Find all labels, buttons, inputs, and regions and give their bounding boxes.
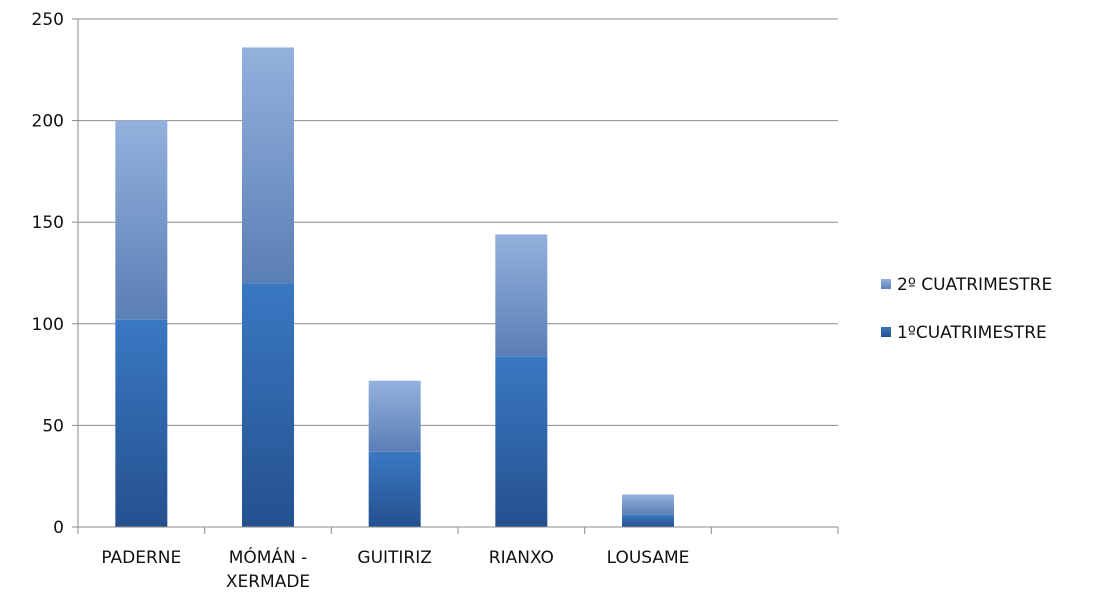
x-category-label: MÓMÁN - (229, 546, 308, 568)
bar-segment (622, 514, 674, 527)
bar-segment (495, 356, 548, 527)
x-tick-labels: PADERNE MÓMÁN - XERMADE GUITIRIZ RIANXO LOUSA… (101, 546, 689, 592)
bar-segment (242, 283, 294, 527)
y-tick-label: 0 (53, 518, 64, 538)
y-tick-label: 150 (32, 213, 64, 233)
y-tick-labels: 0 50 100 150 200 250 (32, 10, 64, 538)
legend-swatch (881, 327, 891, 337)
y-tick-label: 100 (32, 315, 64, 335)
bar-segment (115, 120, 168, 320)
bar-segment (495, 234, 548, 357)
legend-swatch (881, 279, 891, 289)
x-category-label: PADERNE (101, 548, 181, 568)
axes (72, 18, 839, 534)
x-category-label: LOUSAME (607, 548, 690, 568)
y-tick-label: 250 (32, 10, 64, 30)
legend: 2º CUATRIMESTRE 1ºCUATRIMESTRE (881, 275, 1052, 343)
legend-label: 2º CUATRIMESTRE (897, 275, 1052, 295)
bar-segment (368, 380, 421, 452)
legend-label: 1ºCUATRIMESTRE (897, 323, 1047, 343)
x-category-label: RIANXO (489, 548, 554, 568)
bar-segment (242, 47, 294, 284)
y-tick-label: 50 (42, 416, 64, 436)
x-category-label: XERMADE (226, 572, 310, 592)
bar-segment (622, 494, 674, 515)
bars (115, 47, 674, 527)
gridlines (78, 18, 838, 426)
y-tick-label: 200 (32, 112, 64, 132)
x-category-label: GUITIRIZ (357, 548, 432, 568)
bar-segment (115, 319, 168, 527)
bar-segment (368, 451, 421, 527)
